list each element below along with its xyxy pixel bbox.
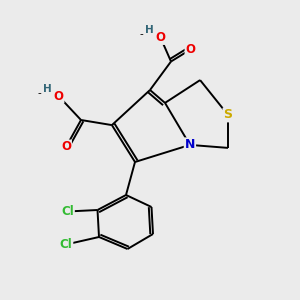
Text: -: - <box>139 29 143 40</box>
Text: Cl: Cl <box>60 238 72 251</box>
Text: O: O <box>185 43 196 56</box>
Text: S: S <box>224 108 232 122</box>
Text: O: O <box>155 31 166 44</box>
Text: H: H <box>43 83 52 94</box>
Text: O: O <box>53 89 64 103</box>
Text: N: N <box>185 138 195 152</box>
Text: H: H <box>145 25 154 35</box>
Text: Cl: Cl <box>61 205 74 218</box>
Text: O: O <box>61 140 71 154</box>
Text: -: - <box>37 88 41 98</box>
